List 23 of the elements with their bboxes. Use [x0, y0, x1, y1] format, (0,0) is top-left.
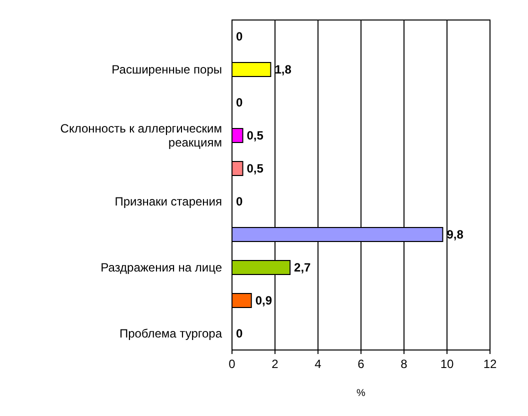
data-label: 0,5 — [246, 162, 264, 176]
data-label: 1,8 — [274, 62, 292, 77]
data-label: 0,5 — [246, 128, 264, 143]
data-label: 0 — [236, 96, 243, 110]
x-tick-label: 6 — [358, 357, 365, 371]
x-tick-label: 4 — [314, 357, 322, 371]
data-label: 0 — [236, 326, 243, 341]
y-tick-label: Раздражения на лице — [100, 260, 222, 275]
x-tick-label: 2 — [272, 357, 279, 371]
y-tick-label: Признаки старения — [114, 194, 222, 209]
data-label: 2,7 — [294, 260, 312, 275]
x-tick-label: 8 — [400, 357, 408, 371]
x-tick-label: 10 — [440, 357, 454, 371]
y-tick-label: Расширенные поры — [112, 62, 222, 77]
x-tick-label: 0 — [228, 357, 236, 371]
data-label: 0,9 — [255, 294, 272, 308]
data-label: 0 — [236, 194, 243, 209]
x-axis-title: % — [356, 388, 366, 399]
y-tick-label: Проблема тургора — [119, 326, 222, 341]
y-tick-label: Склонность к аллергическим реакциям — [60, 122, 222, 150]
data-label: 0 — [236, 30, 243, 44]
data-label: 9,8 — [446, 228, 464, 242]
x-tick-label: 12 — [483, 357, 497, 371]
